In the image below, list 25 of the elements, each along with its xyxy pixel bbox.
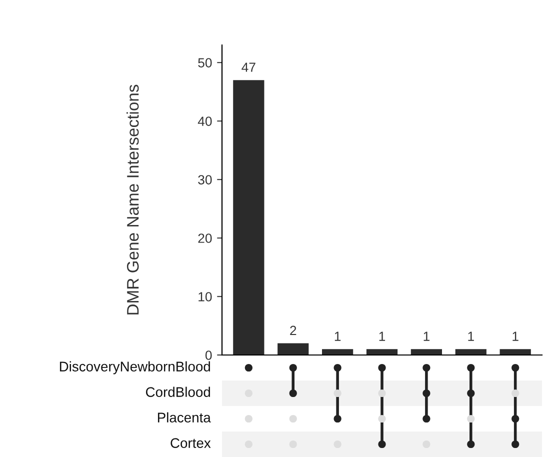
data-label: 1 [468, 332, 474, 341]
y-tick-label: 50 [198, 58, 212, 68]
y-tick-label: 10 [198, 292, 212, 302]
data-label: 2 [290, 326, 296, 336]
data-label: 1 [379, 332, 386, 341]
bar [278, 343, 309, 355]
data-label: 1 [512, 332, 518, 341]
bar [455, 349, 486, 355]
y-tick-label: 30 [198, 175, 212, 184]
text: Placenta [158, 412, 211, 422]
bar [500, 349, 531, 355]
data-label: 1 [334, 332, 341, 341]
bar [322, 349, 354, 355]
y-tick-label: 20 [198, 234, 212, 243]
text: DiscoveryNewbornBlood [60, 361, 210, 374]
data-label: 1 [424, 332, 430, 341]
data-label: 47 [242, 62, 256, 72]
y-tick-label: 0 [205, 350, 212, 360]
bar [366, 349, 398, 355]
bar [233, 80, 264, 355]
text: Cortex [170, 438, 211, 448]
y-axis-title: DMR Gene Name Intersections [126, 84, 139, 314]
bar [410, 349, 442, 355]
y-tick-label: 40 [198, 116, 212, 126]
text: CordBlood [146, 386, 210, 397]
